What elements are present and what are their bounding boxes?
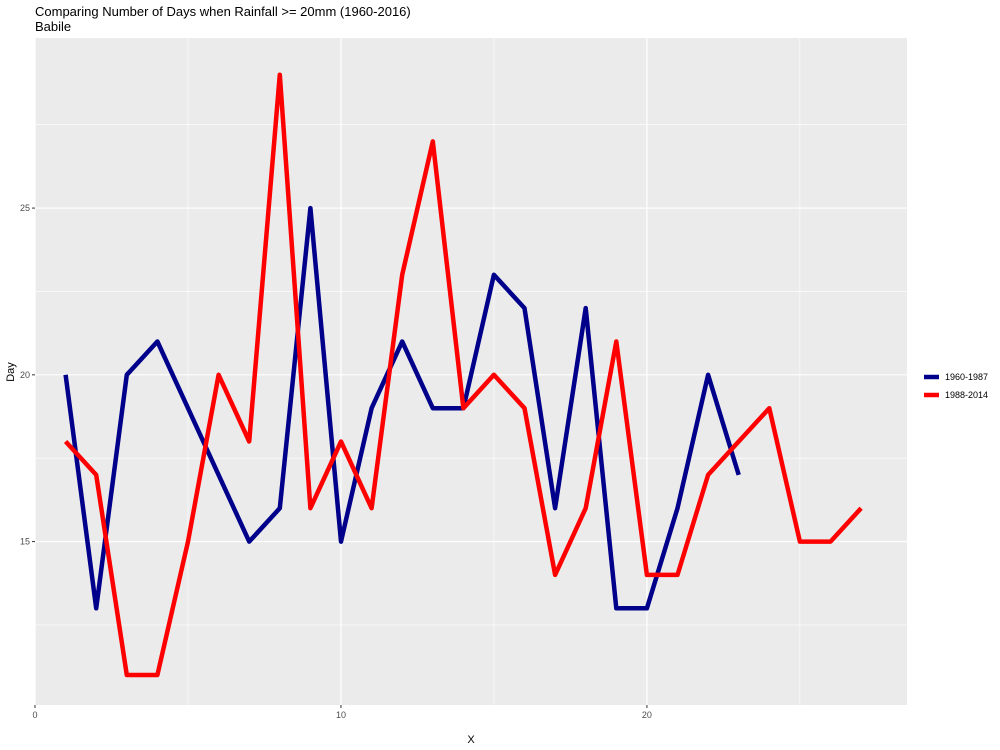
legend-label: 1960-1987 xyxy=(945,372,988,382)
x-axis-title: X xyxy=(467,734,475,746)
y-tick-label: 25 xyxy=(20,203,30,213)
y-tick-label: 20 xyxy=(20,370,30,380)
chart-title: Comparing Number of Days when Rainfall >… xyxy=(35,4,411,19)
legend-label: 1988-2014 xyxy=(945,390,988,400)
y-tick-label: 15 xyxy=(20,537,30,547)
x-tick-label: 0 xyxy=(32,710,37,720)
series-layer xyxy=(63,72,863,678)
grid-minor xyxy=(35,38,907,705)
y-axis: 15 20 25 xyxy=(20,203,35,547)
chart-subtitle: Babile xyxy=(35,19,72,34)
y-axis-title: Day xyxy=(5,362,17,382)
x-tick-label: 20 xyxy=(642,710,652,720)
legend: 1960-1987 1988-2014 xyxy=(924,372,988,400)
x-tick-label: 10 xyxy=(336,710,346,720)
series-line-1960-1987 xyxy=(63,205,741,611)
series-line-1988-2014 xyxy=(63,72,863,678)
x-axis: 0 10 20 xyxy=(32,705,652,720)
